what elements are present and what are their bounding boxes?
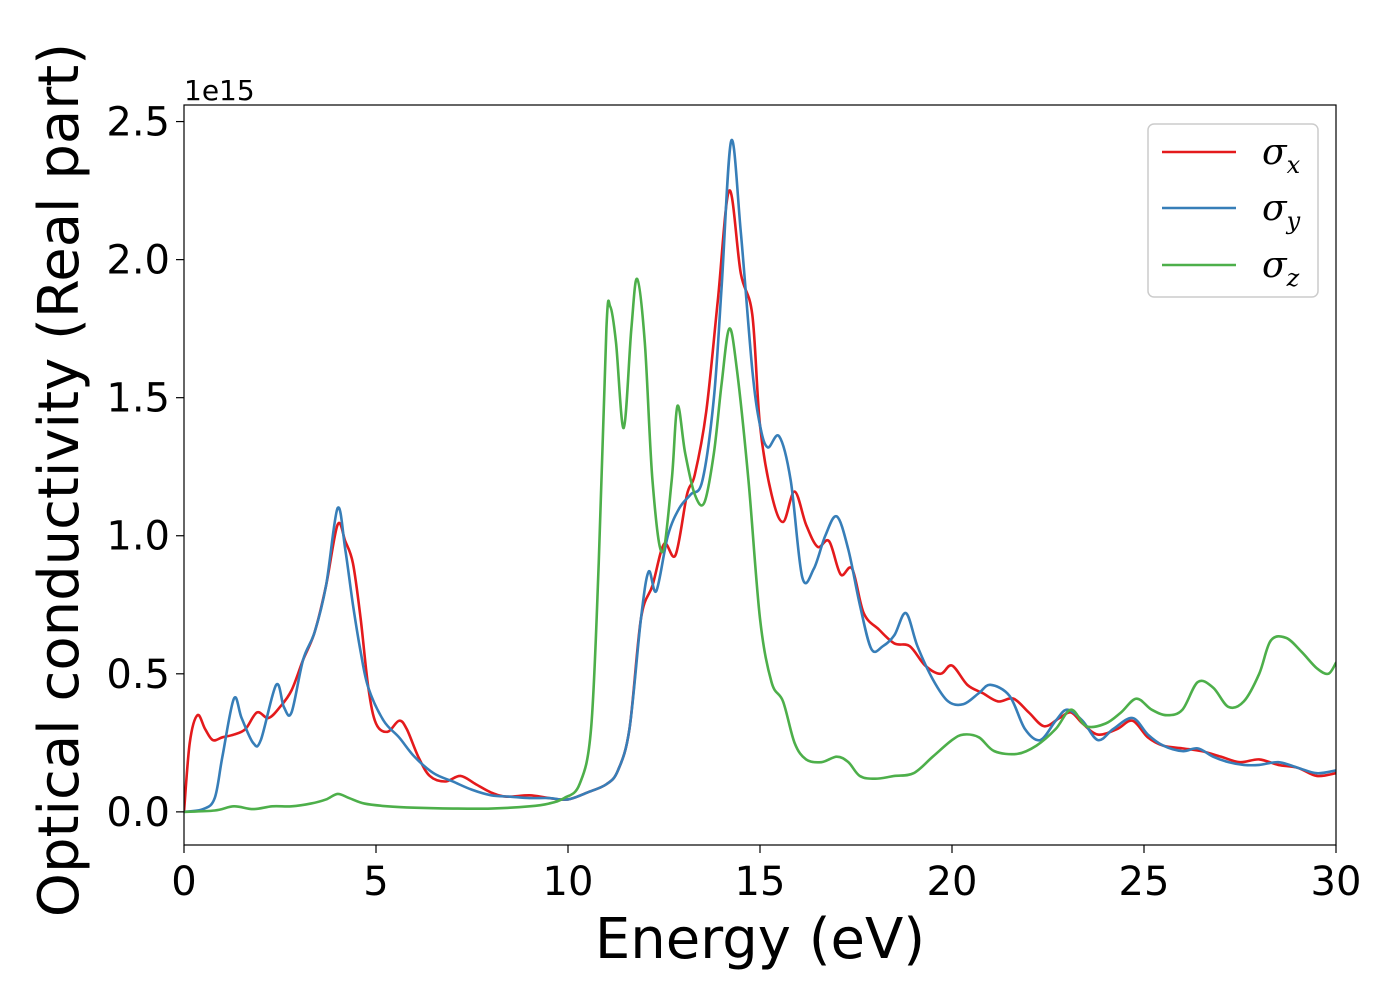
legend-label-x: σx: [1262, 132, 1301, 179]
x-tick-label: 25: [1119, 859, 1170, 905]
legend-label-z: σz: [1262, 245, 1300, 292]
y-tick-label: 1.5: [106, 376, 170, 422]
legend-box: [1147, 123, 1319, 298]
x-tick-label: 15: [735, 859, 786, 905]
y-axis-title: Optical conductivity (Real part): [27, 43, 92, 917]
legend-symbol: σ: [1262, 245, 1288, 286]
legend-subscript: x: [1287, 151, 1301, 179]
y-tick-label: 0.5: [106, 652, 170, 698]
x-axis-title: Energy (eV): [595, 907, 925, 972]
y-offset-label: 1e15: [184, 74, 255, 107]
x-tick-label: 0: [171, 859, 196, 905]
series-line-z: [184, 277, 1336, 814]
legend-subscript: z: [1286, 264, 1300, 292]
x-tick-label: 5: [363, 859, 388, 905]
y-tick-label: 2.0: [106, 238, 170, 284]
legend-symbol: σ: [1262, 132, 1288, 173]
y-axis: 0.0 0.5 1.0 1.5 2.0 2.5: [106, 100, 184, 836]
legend-subscript: y: [1286, 207, 1301, 235]
legend-symbol: σ: [1262, 188, 1288, 229]
x-axis: 0 5 10 15 20 25 30: [171, 845, 1361, 905]
y-tick-label: 0.0: [106, 790, 170, 836]
y-tick-label: 1.0: [106, 514, 170, 560]
series-layer: [184, 138, 1336, 814]
x-tick-label: 30: [1311, 859, 1362, 905]
x-tick-label: 10: [543, 859, 594, 905]
y-tick-label: 2.5: [106, 100, 170, 146]
legend-label-y: σy: [1262, 188, 1301, 235]
x-tick-label: 20: [927, 859, 978, 905]
